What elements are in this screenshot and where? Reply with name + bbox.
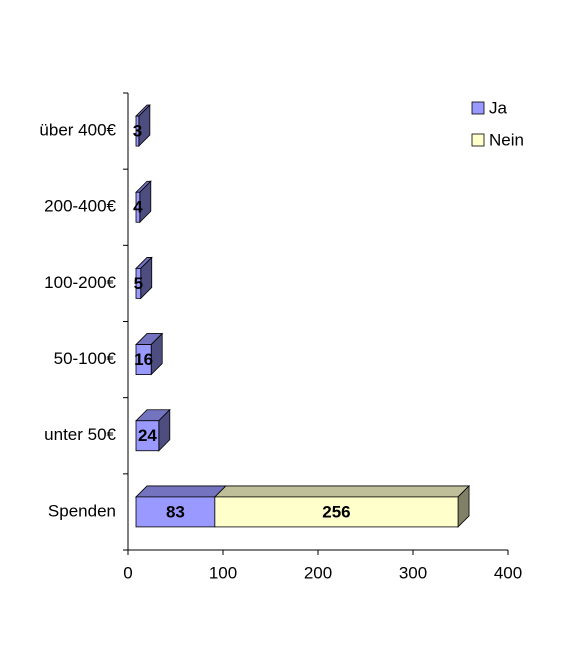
bar — [135, 268, 142, 299]
y-tick-label: 200-400€ — [44, 197, 116, 216]
legend-label: Nein — [489, 130, 524, 149]
y-tick-label: 50-100€ — [54, 349, 117, 368]
x-tick-label: 0 — [123, 563, 132, 582]
bar — [135, 344, 152, 375]
value-label: 256 — [322, 502, 350, 521]
bar — [135, 191, 141, 223]
value-label: 83 — [166, 502, 185, 521]
y-tick-label: über 400€ — [39, 121, 116, 140]
y-tick-label: unter 50€ — [44, 425, 116, 444]
value-label: 4 — [133, 198, 143, 217]
x-tick-label: 200 — [304, 563, 332, 582]
value-label: 24 — [138, 426, 157, 445]
x-tick-label: 400 — [494, 563, 522, 582]
value-label: 16 — [134, 350, 153, 369]
value-label: 3 — [133, 122, 142, 141]
legend-swatch — [471, 101, 485, 115]
y-tick-label: Spenden — [48, 501, 116, 520]
legend-label: Ja — [489, 98, 508, 117]
bar — [214, 496, 459, 528]
bar-top — [213, 485, 471, 498]
bar-top — [135, 485, 227, 498]
bar — [135, 420, 160, 452]
legend-swatch — [471, 133, 485, 147]
x-tick-label: 100 — [209, 563, 237, 582]
y-tick-label: 100-200€ — [44, 273, 116, 292]
bar — [135, 115, 140, 147]
value-label: 5 — [134, 274, 143, 293]
x-tick-label: 300 — [399, 563, 427, 582]
